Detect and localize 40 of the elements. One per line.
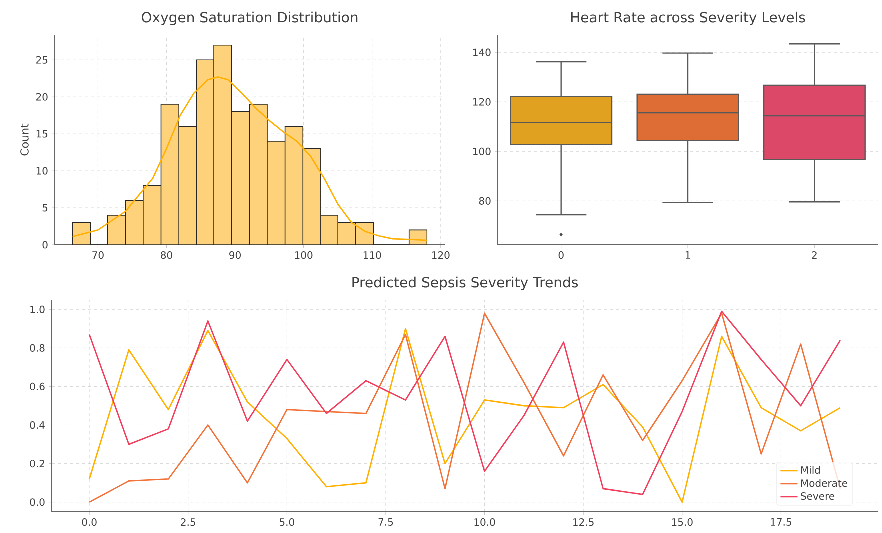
y-tick-label: 25 [36,56,48,64]
y-tick-label: 15 [36,130,48,138]
y-tick-label: 0.0 [30,498,45,506]
legend-label: Severe [801,492,835,500]
x-tick-label: 17.5 [771,518,792,526]
x-tick-label: 100 [295,252,313,260]
y-tick-label: 20 [36,93,48,101]
x-tick-label: 110 [364,252,382,260]
x-tick-label: 15.0 [672,518,693,526]
x-tick-label: 2.5 [181,518,196,526]
chart-title: Oxygen Saturation Distribution [142,12,358,26]
y-tick-label: 0.4 [30,421,45,430]
chart-title: Predicted Sepsis Severity Trends [352,276,578,290]
y-tick-label: 1.0 [30,306,45,314]
x-tick-label: 2 [812,252,817,259]
y-tick-label: 5 [42,204,48,212]
x-tick-label: 7.5 [378,518,394,526]
legend-label: Moderate [801,479,848,488]
x-tick-label: 5.0 [280,518,294,526]
x-tick-label: 80 [161,252,172,260]
y-tick-label: 0 [42,241,48,249]
y-axis-title: Count [20,124,29,156]
x-tick-label: 70 [92,252,104,260]
y-tick-label: 100 [473,148,491,156]
x-tick-label: 12.5 [574,518,594,526]
x-tick-label: 1 [686,252,690,259]
y-tick-label: 0.6 [30,382,45,391]
x-tick-label: 0 [558,252,564,260]
y-tick-label: 0.8 [30,344,45,352]
x-tick-label: 0.0 [82,518,97,526]
x-tick-label: 90 [230,252,241,260]
y-tick-label: 120 [473,98,491,106]
y-tick-label: 140 [473,48,491,56]
y-tick-label: 10 [36,167,48,175]
y-tick-label: 80 [479,197,491,205]
x-tick-label: 10.0 [474,518,496,526]
x-tick-label: 120 [432,252,450,260]
y-tick-label: 0.2 [30,460,44,468]
chart-title: Heart Rate across Severity Levels [571,12,806,26]
legend-label: Mild [801,466,820,474]
